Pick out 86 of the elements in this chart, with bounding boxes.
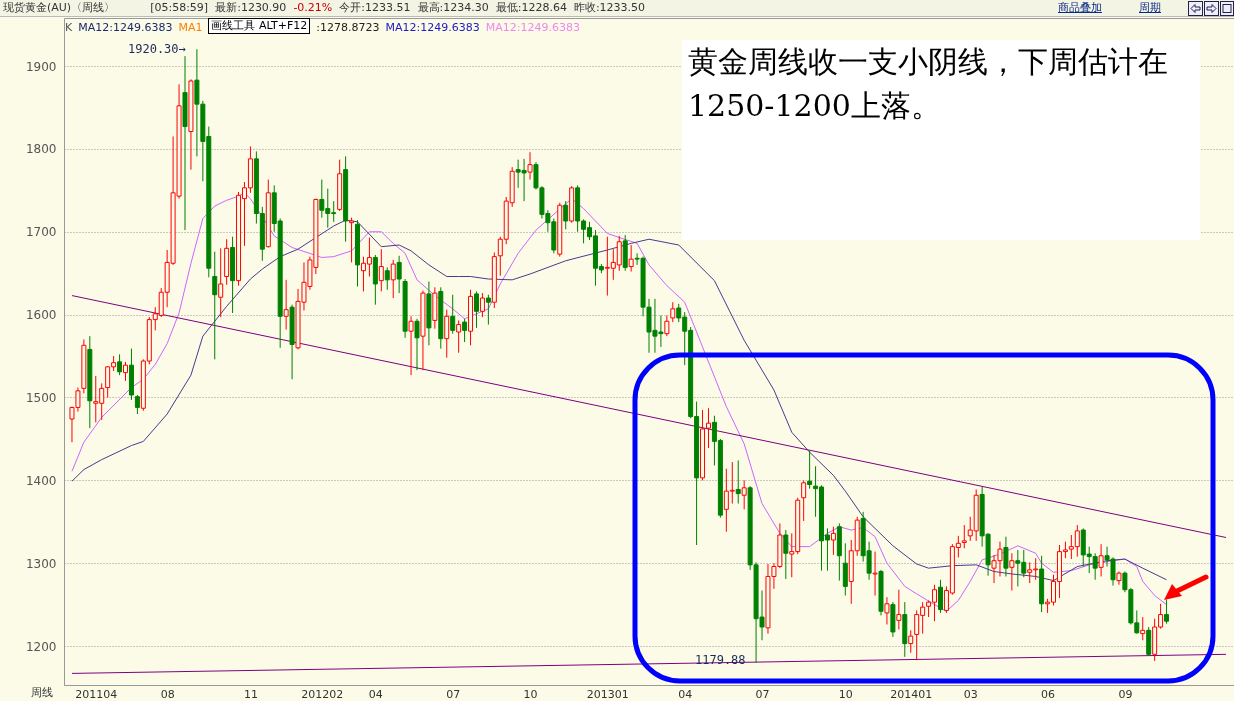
y-tick-label: 1900 — [25, 59, 57, 74]
x-tick-label: 06 — [1041, 687, 1056, 701]
x-tick-label: 11 — [243, 687, 258, 701]
x-tick-label: 201104 — [75, 687, 118, 701]
annotation: K — [65, 21, 73, 35]
candlestick — [908, 629, 914, 654]
text: [05:58:59] — [150, 1, 209, 15]
candlestick — [462, 318, 468, 343]
x-tick-label: 201202 — [301, 687, 344, 701]
y-tick-label: 1700 — [25, 225, 57, 240]
text: 周线 — [31, 686, 53, 700]
candlestick — [670, 301, 676, 323]
candlestick — [384, 266, 390, 291]
y-tick-label: 1500 — [25, 390, 57, 405]
text-box: 黄金周线收一支小阴线，下周估计在1250-1200上落。 — [682, 40, 1200, 240]
candlestick — [408, 315, 414, 376]
candlestick — [842, 542, 848, 597]
annotation: MA12:1249.6383 — [78, 21, 173, 35]
text: 昨收:1233.50 — [573, 1, 646, 15]
candlestick — [896, 589, 902, 630]
candlestick — [628, 244, 634, 273]
candlestick — [961, 524, 967, 549]
candlestick — [1003, 536, 1009, 577]
candlestick — [414, 318, 420, 371]
candlestick — [741, 479, 747, 510]
text: 今开:1233.51 — [339, 1, 411, 15]
candlestick — [390, 259, 396, 299]
candlestick — [1009, 552, 1015, 592]
candlestick — [783, 529, 789, 580]
candlestick — [884, 596, 890, 626]
y-tick-label: 1800 — [25, 142, 57, 157]
candlestick — [830, 526, 836, 556]
candlestick — [479, 292, 485, 318]
candlestick — [485, 294, 491, 326]
candlestick — [1164, 599, 1170, 625]
annotation: MA12:1249.6383 — [485, 21, 580, 35]
candlestick — [735, 459, 741, 505]
x-tick-label: 201401 — [890, 687, 933, 701]
candlestick — [563, 200, 569, 230]
candlestick — [664, 314, 670, 337]
text: 最高:1234.30 — [417, 1, 489, 15]
candlestick — [378, 248, 384, 292]
x-tick-label: 04 — [678, 687, 693, 701]
y-tick-label: 1200 — [25, 639, 57, 654]
candlestick — [1140, 616, 1146, 641]
candlestick — [134, 394, 140, 415]
annotation: 画线工具 ALT+F12 — [208, 18, 311, 34]
annotation: MA1 — [178, 21, 203, 35]
y-tick-label: 1400 — [25, 473, 57, 488]
x-tick-label: 03 — [963, 687, 978, 701]
candlestick — [218, 247, 224, 318]
candlestick — [396, 255, 402, 294]
candlestick — [444, 309, 450, 359]
candlestick — [456, 319, 462, 354]
x-tick-label: 07 — [446, 687, 461, 701]
text: 最新:1230.90 — [215, 1, 287, 15]
candlestick — [349, 217, 355, 263]
candlestick — [801, 479, 807, 522]
x-tick-label: 201301 — [586, 687, 629, 701]
candlestick — [473, 290, 479, 329]
candlestick — [212, 251, 218, 360]
text: 商品叠加 — [1058, 1, 1102, 15]
candlestick — [117, 353, 123, 376]
x-tick-label: 04 — [368, 687, 383, 701]
text: -0.21% — [293, 1, 333, 15]
x-tick-label: 08 — [160, 687, 175, 701]
y-tick-label: 1600 — [25, 308, 57, 323]
x-tick-label: 10 — [523, 687, 538, 701]
annotation: MA12:1249.6383 — [385, 21, 480, 35]
annotation: :1278.8723 — [316, 21, 380, 35]
text: 周期 — [1139, 1, 1161, 15]
x-tick-label: 10 — [838, 687, 853, 701]
candlestick — [872, 551, 878, 597]
candlestick — [937, 579, 943, 614]
candlestick — [807, 450, 813, 490]
x-tick-label: 07 — [755, 687, 770, 701]
candlestick — [527, 151, 533, 181]
x-tick-label: 09 — [1118, 687, 1133, 701]
chart-title: 现货黄金(AU)〈周线〉 — [3, 1, 116, 15]
candlestick — [283, 279, 289, 331]
candlestick — [450, 294, 456, 335]
y-tick-label: 1300 — [25, 556, 57, 571]
text: 最低:1228.64 — [495, 1, 567, 15]
annotation: 1920.30→ — [128, 42, 186, 56]
candlestick — [1098, 543, 1104, 577]
candlestick — [123, 361, 129, 382]
